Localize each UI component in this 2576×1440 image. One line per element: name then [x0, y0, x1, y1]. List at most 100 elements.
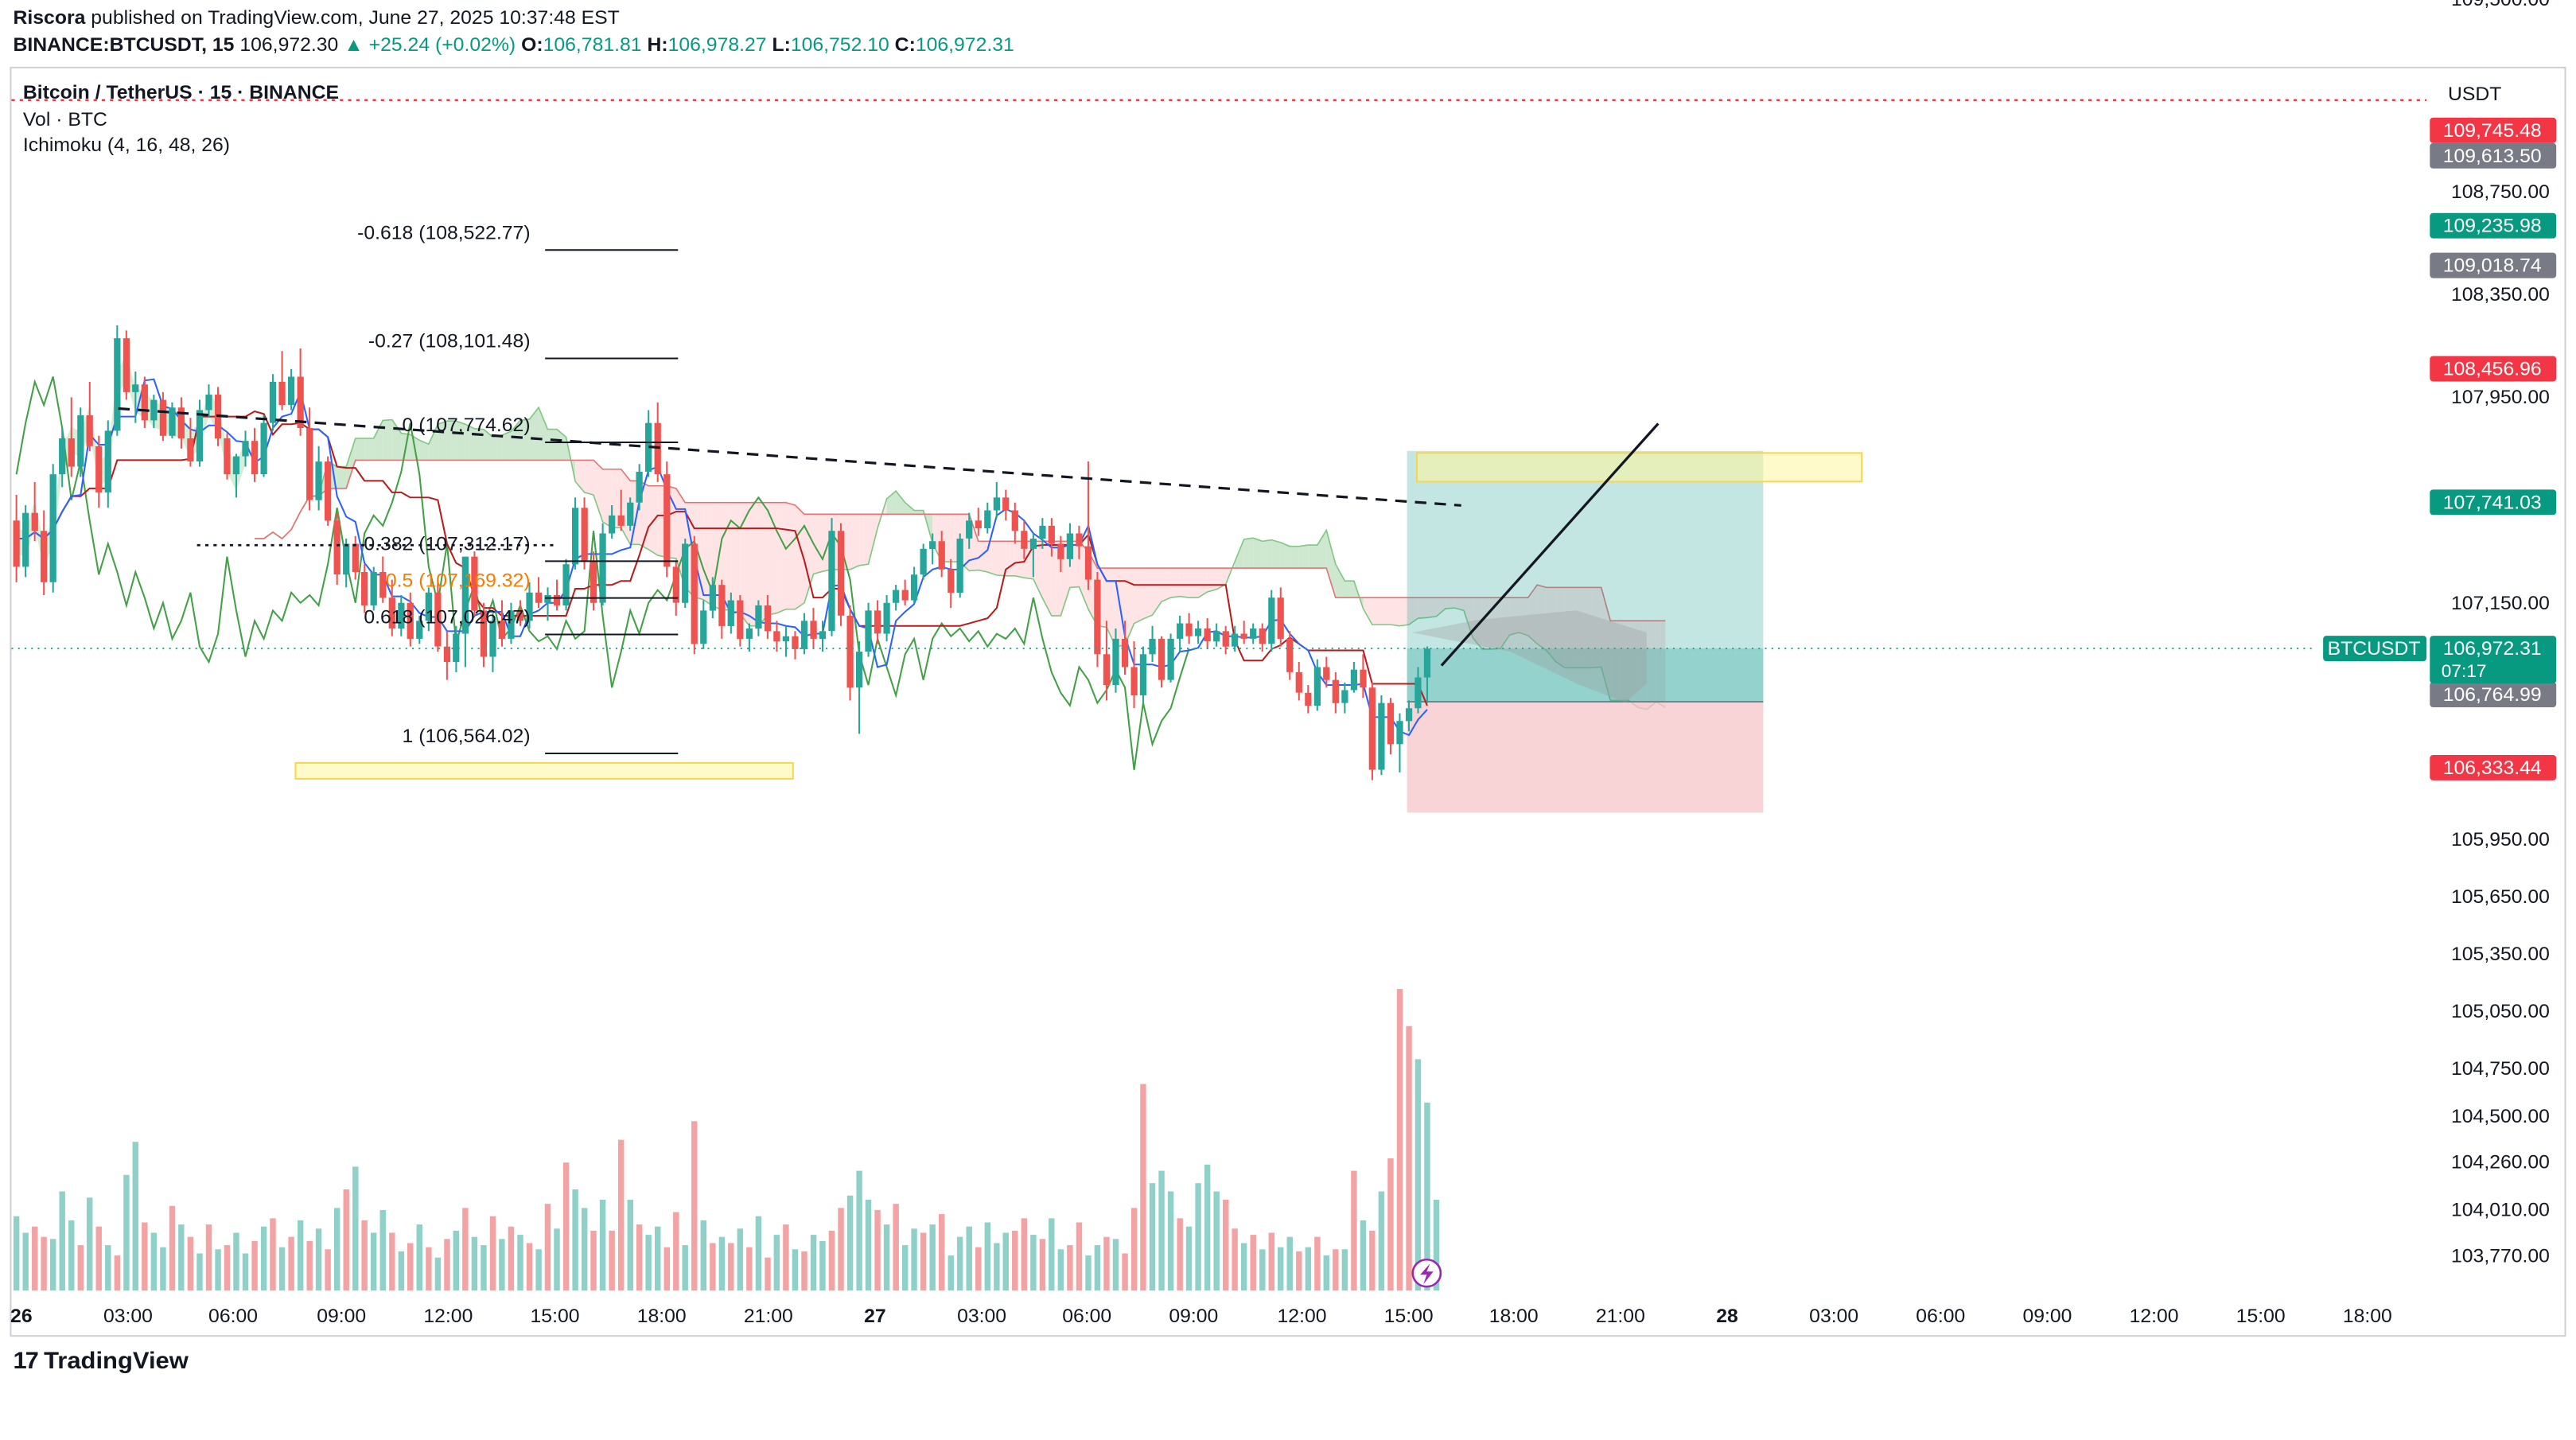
volume-bar: [426, 1247, 432, 1291]
price-badge-text: 106,333.44: [2443, 757, 2542, 779]
open-label: O:: [521, 33, 543, 56]
volume-bar: [1002, 1232, 1009, 1291]
cloud-segment: [722, 502, 731, 610]
candle-body: [544, 594, 551, 603]
legend-volume[interactable]: Vol · BTC: [22, 107, 107, 130]
volume-bar: [1021, 1218, 1028, 1291]
price-axis[interactable]: 109,500.00 108,750.00 108,350.00 107,950.00…: [2451, 0, 2550, 1267]
cloud-segment: [749, 502, 759, 626]
volume-bar: [773, 1235, 780, 1291]
candle-body: [764, 605, 772, 632]
cloud-segment: [1125, 568, 1134, 645]
high-value: 106,978.27: [667, 33, 767, 56]
cloud-segment: [547, 429, 558, 461]
close-value: 106,972.31: [915, 33, 1014, 56]
candle-body: [993, 497, 1000, 511]
time-tick-label: 06:00: [1062, 1306, 1111, 1328]
time-tick-label: 09:00: [2022, 1306, 2072, 1328]
tradingview-logo[interactable]: 17 TradingView: [14, 1348, 189, 1375]
candle-body: [1039, 525, 1046, 539]
volume-bar: [1039, 1239, 1046, 1291]
cloud-segment: [1610, 621, 1620, 701]
candle-body: [856, 652, 863, 688]
axis-unit[interactable]: USDT: [2447, 82, 2502, 105]
volume-bar: [306, 1240, 313, 1291]
candle-body: [865, 610, 872, 652]
cloud-segment: [1564, 587, 1574, 668]
candle-body: [1350, 669, 1358, 691]
volume-bar: [627, 1199, 633, 1291]
volume-bar: [379, 1209, 386, 1291]
cloud-segment: [492, 434, 502, 461]
cloud-segment: [813, 514, 823, 574]
volume-bar: [755, 1216, 762, 1291]
candle-body: [810, 621, 817, 639]
drawings[interactable]: [11, 99, 2427, 1288]
volume-bar: [663, 1247, 670, 1291]
volume-bar: [1424, 1102, 1430, 1291]
candle-body: [242, 441, 249, 457]
volume-bar: [828, 1230, 835, 1291]
cloud-segment: [886, 491, 897, 515]
candle-body: [425, 592, 432, 621]
candle-body: [59, 438, 66, 475]
candle-body: [975, 520, 982, 529]
cloud-segment: [1381, 597, 1391, 625]
volume-bar: [1333, 1249, 1339, 1291]
candle-body: [663, 474, 671, 567]
volume-bar: [838, 1208, 844, 1291]
candle-body: [471, 556, 478, 611]
symbol-resolution[interactable]: BINANCE:BTCUSDT, 15: [13, 33, 235, 56]
candle-body: [893, 590, 900, 603]
chikou-span: [15, 376, 1190, 770]
volume-bar: [599, 1199, 606, 1291]
legend-ichimoku[interactable]: Ichimoku (4, 16, 48, 26): [22, 133, 231, 156]
volume-bar: [1057, 1249, 1064, 1291]
volume-bar: [572, 1189, 578, 1291]
high-label: H:: [647, 33, 668, 56]
candle-body: [1204, 628, 1211, 642]
legend-title[interactable]: Bitcoin / TetherUS · 15 · BINANCE: [22, 80, 340, 103]
price-badge-text: 109,745.48: [2443, 120, 2542, 142]
cloud-segment: [337, 466, 347, 488]
cloud-segment: [785, 502, 796, 609]
candle-body: [1277, 597, 1284, 639]
candle-body: [966, 520, 973, 539]
cloud-segment: [419, 440, 429, 461]
cloud-segment: [1290, 546, 1299, 569]
candle-body: [1130, 667, 1138, 696]
volume-bar: [783, 1224, 789, 1291]
volume-bar: [333, 1208, 340, 1291]
volume-bar: [59, 1191, 65, 1291]
volume-bar: [407, 1243, 414, 1291]
cloud-segment: [850, 514, 860, 570]
volume-bar: [700, 1220, 707, 1291]
author-name[interactable]: Riscora: [13, 6, 86, 29]
time-axis[interactable]: 26 03:00 06:00 09:00 12:00 15:00 18:00 21:00 27 0…: [10, 1306, 2392, 1328]
volume-bar: [1167, 1191, 1174, 1291]
time-tick-label: 03:00: [103, 1306, 153, 1328]
cloud-segment: [914, 510, 924, 515]
candle-body: [800, 621, 808, 649]
volume-bar: [810, 1235, 817, 1291]
close-label: C:: [894, 33, 916, 56]
price-tick-label: 104,750.00: [2451, 1058, 2550, 1080]
volume-bar: [481, 1245, 487, 1291]
volume-bar: [562, 1162, 570, 1291]
fibonacci-retracement[interactable]: -0.618 (108,522.77) -0.27 (108,101.48) 0 (…: [357, 223, 679, 754]
price-tick-label: 107,950.00: [2451, 387, 2550, 409]
cloud-segment: [593, 460, 603, 522]
volume-bar: [361, 1220, 368, 1291]
candle-body: [407, 602, 414, 639]
cloud-segment: [996, 541, 1006, 576]
cloud-segment: [1014, 541, 1025, 578]
candle-body: [1011, 510, 1018, 531]
volume-bar: [1067, 1245, 1073, 1291]
price-badge: [2430, 142, 2557, 169]
candle-body: [1048, 525, 1055, 544]
candle-body: [1057, 543, 1064, 559]
candle-body: [232, 456, 240, 475]
cloud-segment: [905, 502, 915, 515]
volume-bar: [929, 1224, 936, 1291]
